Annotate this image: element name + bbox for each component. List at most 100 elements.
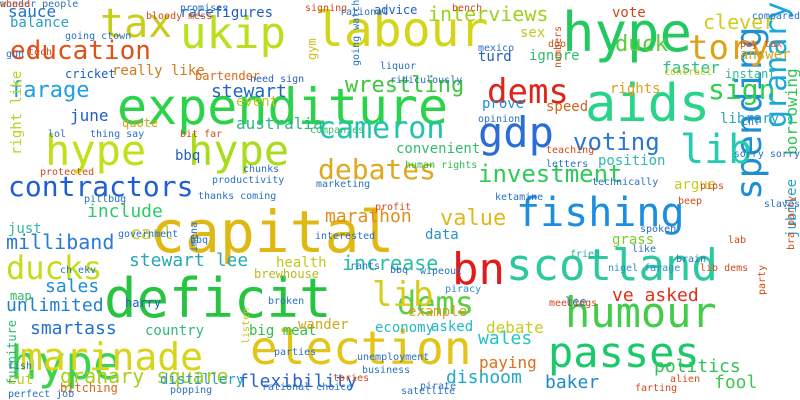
cloud-word: brewhouse [254,267,320,281]
cloud-word: expenditure [117,78,449,136]
cloud-word: debates [318,153,437,186]
cloud-word: ve asked [612,285,699,306]
cloud-word: argue [674,177,717,193]
cloud-word: really like [112,63,205,79]
cloud-word: popping [170,385,213,396]
cloud-word: health [276,255,327,271]
cloud-word: stewart lee [129,250,249,271]
cloud-word: pillbug [84,194,127,205]
cloud-word: sales [45,276,100,297]
cloud-word: fool [714,372,758,393]
cloud-word: ducks [6,249,103,287]
cloud-word: unlimited [6,295,104,316]
cloud-word: lib dems [700,263,749,274]
cloud-word: tax [100,1,173,47]
cloud-word: bitching [60,381,118,395]
cloud-word: humour [565,288,717,337]
cloud-word: map [10,289,32,303]
cloud-word: election [250,321,472,375]
cloud-word: interested [315,231,376,242]
cloud-word: ch ekv [60,265,97,276]
cloud-word: mexico [478,43,515,54]
cloud-word: interviews [428,2,549,26]
cloud-word: bartender [195,69,261,83]
cloud-word: thanks coming [198,191,277,202]
cloud-word: stewart [211,81,287,102]
cloud-word: imena [189,221,200,252]
cloud-word: labour [315,2,489,58]
cloud-word: data [425,227,459,243]
cloud-word: satellite [401,386,456,397]
cloud-word: just [8,221,42,237]
cloud-word: country [145,323,205,339]
cloud-word: increase [342,251,439,275]
cloud-word: hype [562,1,693,64]
cloud-word: hype [188,126,290,175]
cloud-word: wonder people [0,0,79,10]
cloud-word: tories [333,373,370,384]
cloud-word: library [720,111,780,127]
cloud-word: chunks [243,164,280,175]
cloud-word: human rights [405,160,478,171]
cloud-word: quote [122,116,159,130]
cloud-word: sauce [8,2,57,21]
cloud-word: furniture [5,319,19,385]
cloud-word: bench [452,3,483,14]
cloud-word: advice [374,3,418,17]
cloud-word: government [118,229,179,240]
cloud-word: bloody mess [146,11,213,22]
cloud-word: wander [298,317,349,333]
cloud-word: dems [487,72,569,112]
cloud-word: position [598,153,666,169]
cloud-word: flexibility [238,371,358,392]
cloud-word: cut [8,372,34,388]
cloud-word: technically [592,177,659,188]
cloud-word: economy [375,320,435,336]
cloud-word: scotland [506,240,718,291]
cloud-word: big meat [249,323,317,339]
cloud-word: lib [372,275,434,315]
cloud-word: fishing [516,190,685,236]
cloud-word: answer [740,47,791,63]
cloud-word: right like [9,70,25,155]
cloud-word: cameron [318,111,445,146]
cloud-word: gdp [478,108,554,157]
cloud-word: doo [548,39,567,50]
cloud-word: figures [214,5,274,21]
cloud-word: lab [728,235,747,246]
cloud-word: value [440,206,507,231]
cloud-word: companies [310,125,365,136]
cloud-word: thing say [90,129,145,140]
cloud-word: harry [125,296,162,310]
cloud-word: opinion [478,114,521,125]
cloud-word: liquor [380,61,417,72]
cloud-word: wales [478,328,533,349]
cloud-word: clever [703,10,776,34]
cloud-word: cricket [65,67,116,81]
cloud-word: broken [268,296,305,307]
cloud-word: ketamine [495,192,544,203]
cloud-word: instant [725,67,776,81]
cloud-word: brain [676,254,707,265]
cloud-word: slaves [763,199,800,210]
cloud-word: ignore [529,48,580,64]
cloud-word: farage [10,78,90,103]
cloud-word: bn [452,244,505,295]
cloud-word: hype [45,126,147,175]
cloud-word: bbq [390,265,409,276]
cloud-word: sex [520,25,546,41]
cloud-word: speed [546,99,589,115]
cloud-word: like [632,244,657,255]
cloud-word: hype [10,336,121,390]
cloud-word: granary square [60,364,229,388]
cloud-word: contractors [8,170,194,203]
cloud-word: numbers [553,25,564,68]
cloud-word: capital [150,198,395,266]
cloud-word: tory [688,28,770,68]
cloud-word: marathon [325,206,412,227]
cloud-word: alien [670,374,701,385]
cloud-word: lol [48,129,67,140]
cloud-word: marinade [20,335,204,379]
cloud-word: profit [375,202,412,213]
